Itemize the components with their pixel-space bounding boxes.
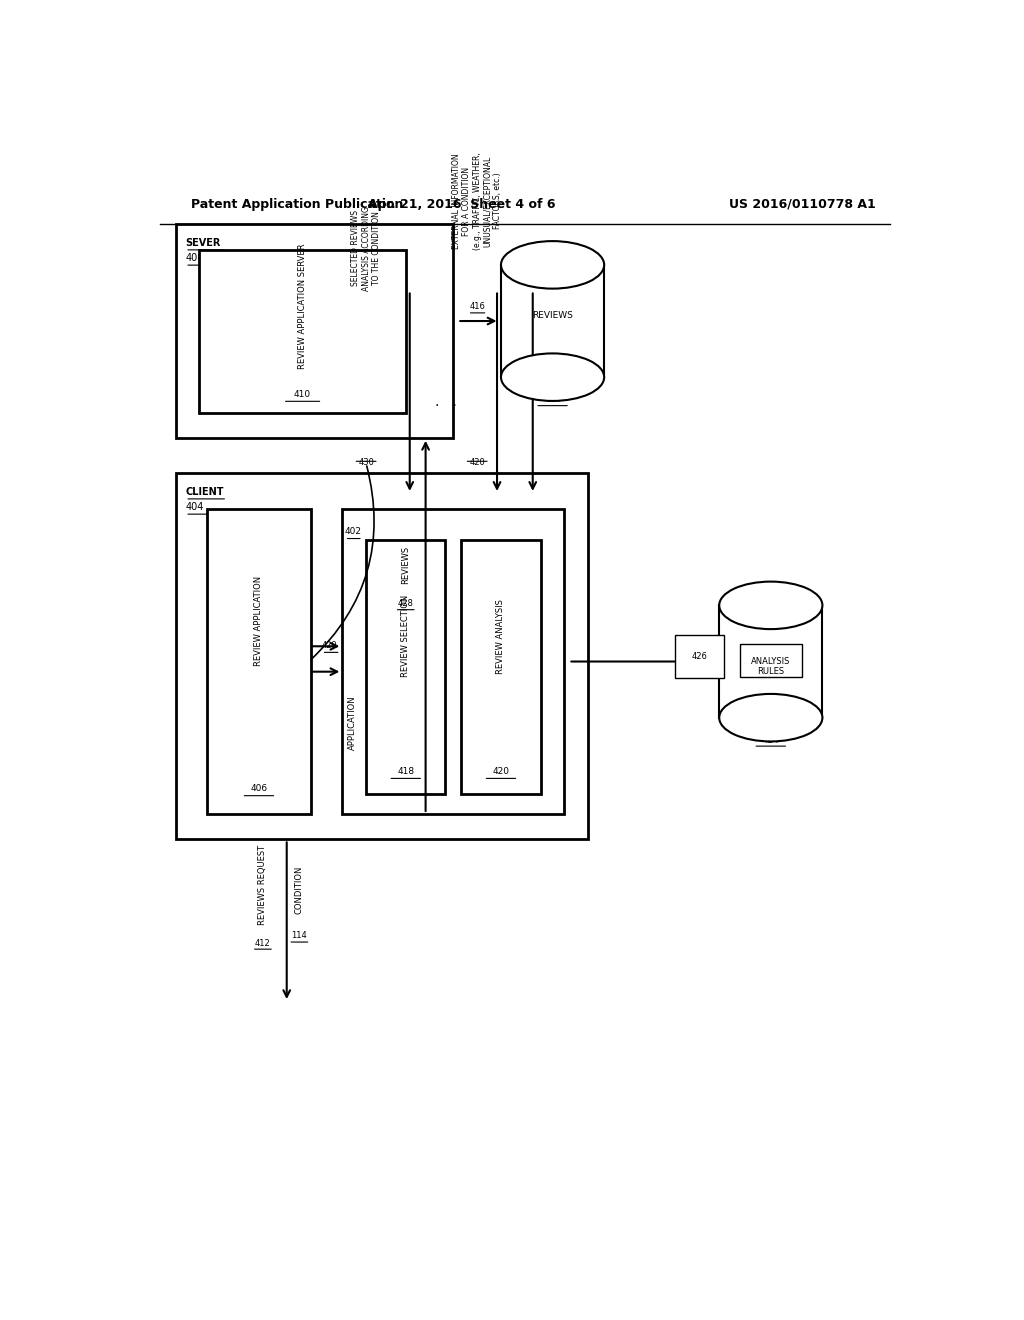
Bar <box>719 606 822 718</box>
Text: 426: 426 <box>691 652 708 661</box>
Bar <box>513 265 592 362</box>
Bar <box>507 265 598 370</box>
Ellipse shape <box>501 354 604 401</box>
Text: 414: 414 <box>544 396 561 404</box>
Text: REVIEWS: REVIEWS <box>401 546 411 583</box>
Text: 416: 416 <box>469 302 485 312</box>
Text: .   .: . . <box>434 395 457 409</box>
Text: 412: 412 <box>255 939 270 948</box>
Bar <box>740 644 802 677</box>
Text: 424: 424 <box>763 737 779 744</box>
Text: REVIEW APPLICATION: REVIEW APPLICATION <box>254 576 263 665</box>
Text: Patent Application Publication: Patent Application Publication <box>191 198 403 211</box>
Text: 430: 430 <box>358 458 374 467</box>
Bar <box>176 474 588 840</box>
Text: 410: 410 <box>294 389 311 399</box>
Text: ANALYSIS
RULES: ANALYSIS RULES <box>752 657 791 676</box>
Text: CONDITION: CONDITION <box>295 866 304 915</box>
Text: EXTERNAL INFORMATION
FOR A CONDITION
(e.g., TRAFFIC, WEATHER,
UNUSUAL/EXCEPTIONA: EXTERNAL INFORMATION FOR A CONDITION (e.… <box>452 152 503 249</box>
Bar <box>176 224 454 438</box>
Bar <box>367 540 445 793</box>
Text: SELECTED REVIEWS
ANALYSIS ACCORDING
TO THE CONDITION: SELECTED REVIEWS ANALYSIS ACCORDING TO T… <box>351 206 381 290</box>
Text: REVIEWS: REVIEWS <box>532 312 573 321</box>
Bar <box>342 510 564 814</box>
Text: APPLICATION: APPLICATION <box>348 696 357 750</box>
Text: US 2016/0110778 A1: US 2016/0110778 A1 <box>729 198 876 211</box>
Bar <box>501 265 604 378</box>
Ellipse shape <box>501 242 604 289</box>
Text: 429: 429 <box>322 642 337 651</box>
Text: 420: 420 <box>493 767 510 776</box>
Bar <box>207 510 310 814</box>
Text: REVIEWS REQUEST: REVIEWS REQUEST <box>258 845 267 925</box>
Text: Apr. 21, 2016  Sheet 4 of 6: Apr. 21, 2016 Sheet 4 of 6 <box>368 198 555 211</box>
Bar <box>200 249 406 412</box>
Text: 114: 114 <box>292 932 307 940</box>
Text: FIG. 4: FIG. 4 <box>179 614 229 628</box>
Text: REVIEW APPLICATION SERVER: REVIEW APPLICATION SERVER <box>298 243 307 368</box>
Text: CLIENT: CLIENT <box>185 487 223 496</box>
Text: 418: 418 <box>397 767 415 776</box>
Text: 402: 402 <box>344 528 361 536</box>
Ellipse shape <box>719 694 822 742</box>
Text: 420: 420 <box>469 458 485 467</box>
Text: SEVER: SEVER <box>185 238 220 248</box>
Text: REVIEW ANALYSIS: REVIEW ANALYSIS <box>497 599 506 673</box>
Text: 404: 404 <box>185 502 204 512</box>
Text: REVIEW SELECTION: REVIEW SELECTION <box>401 595 411 677</box>
Text: 408: 408 <box>185 253 204 263</box>
Bar <box>461 540 541 793</box>
Text: 428: 428 <box>397 599 414 609</box>
Text: 406: 406 <box>251 784 267 793</box>
Ellipse shape <box>719 582 822 630</box>
